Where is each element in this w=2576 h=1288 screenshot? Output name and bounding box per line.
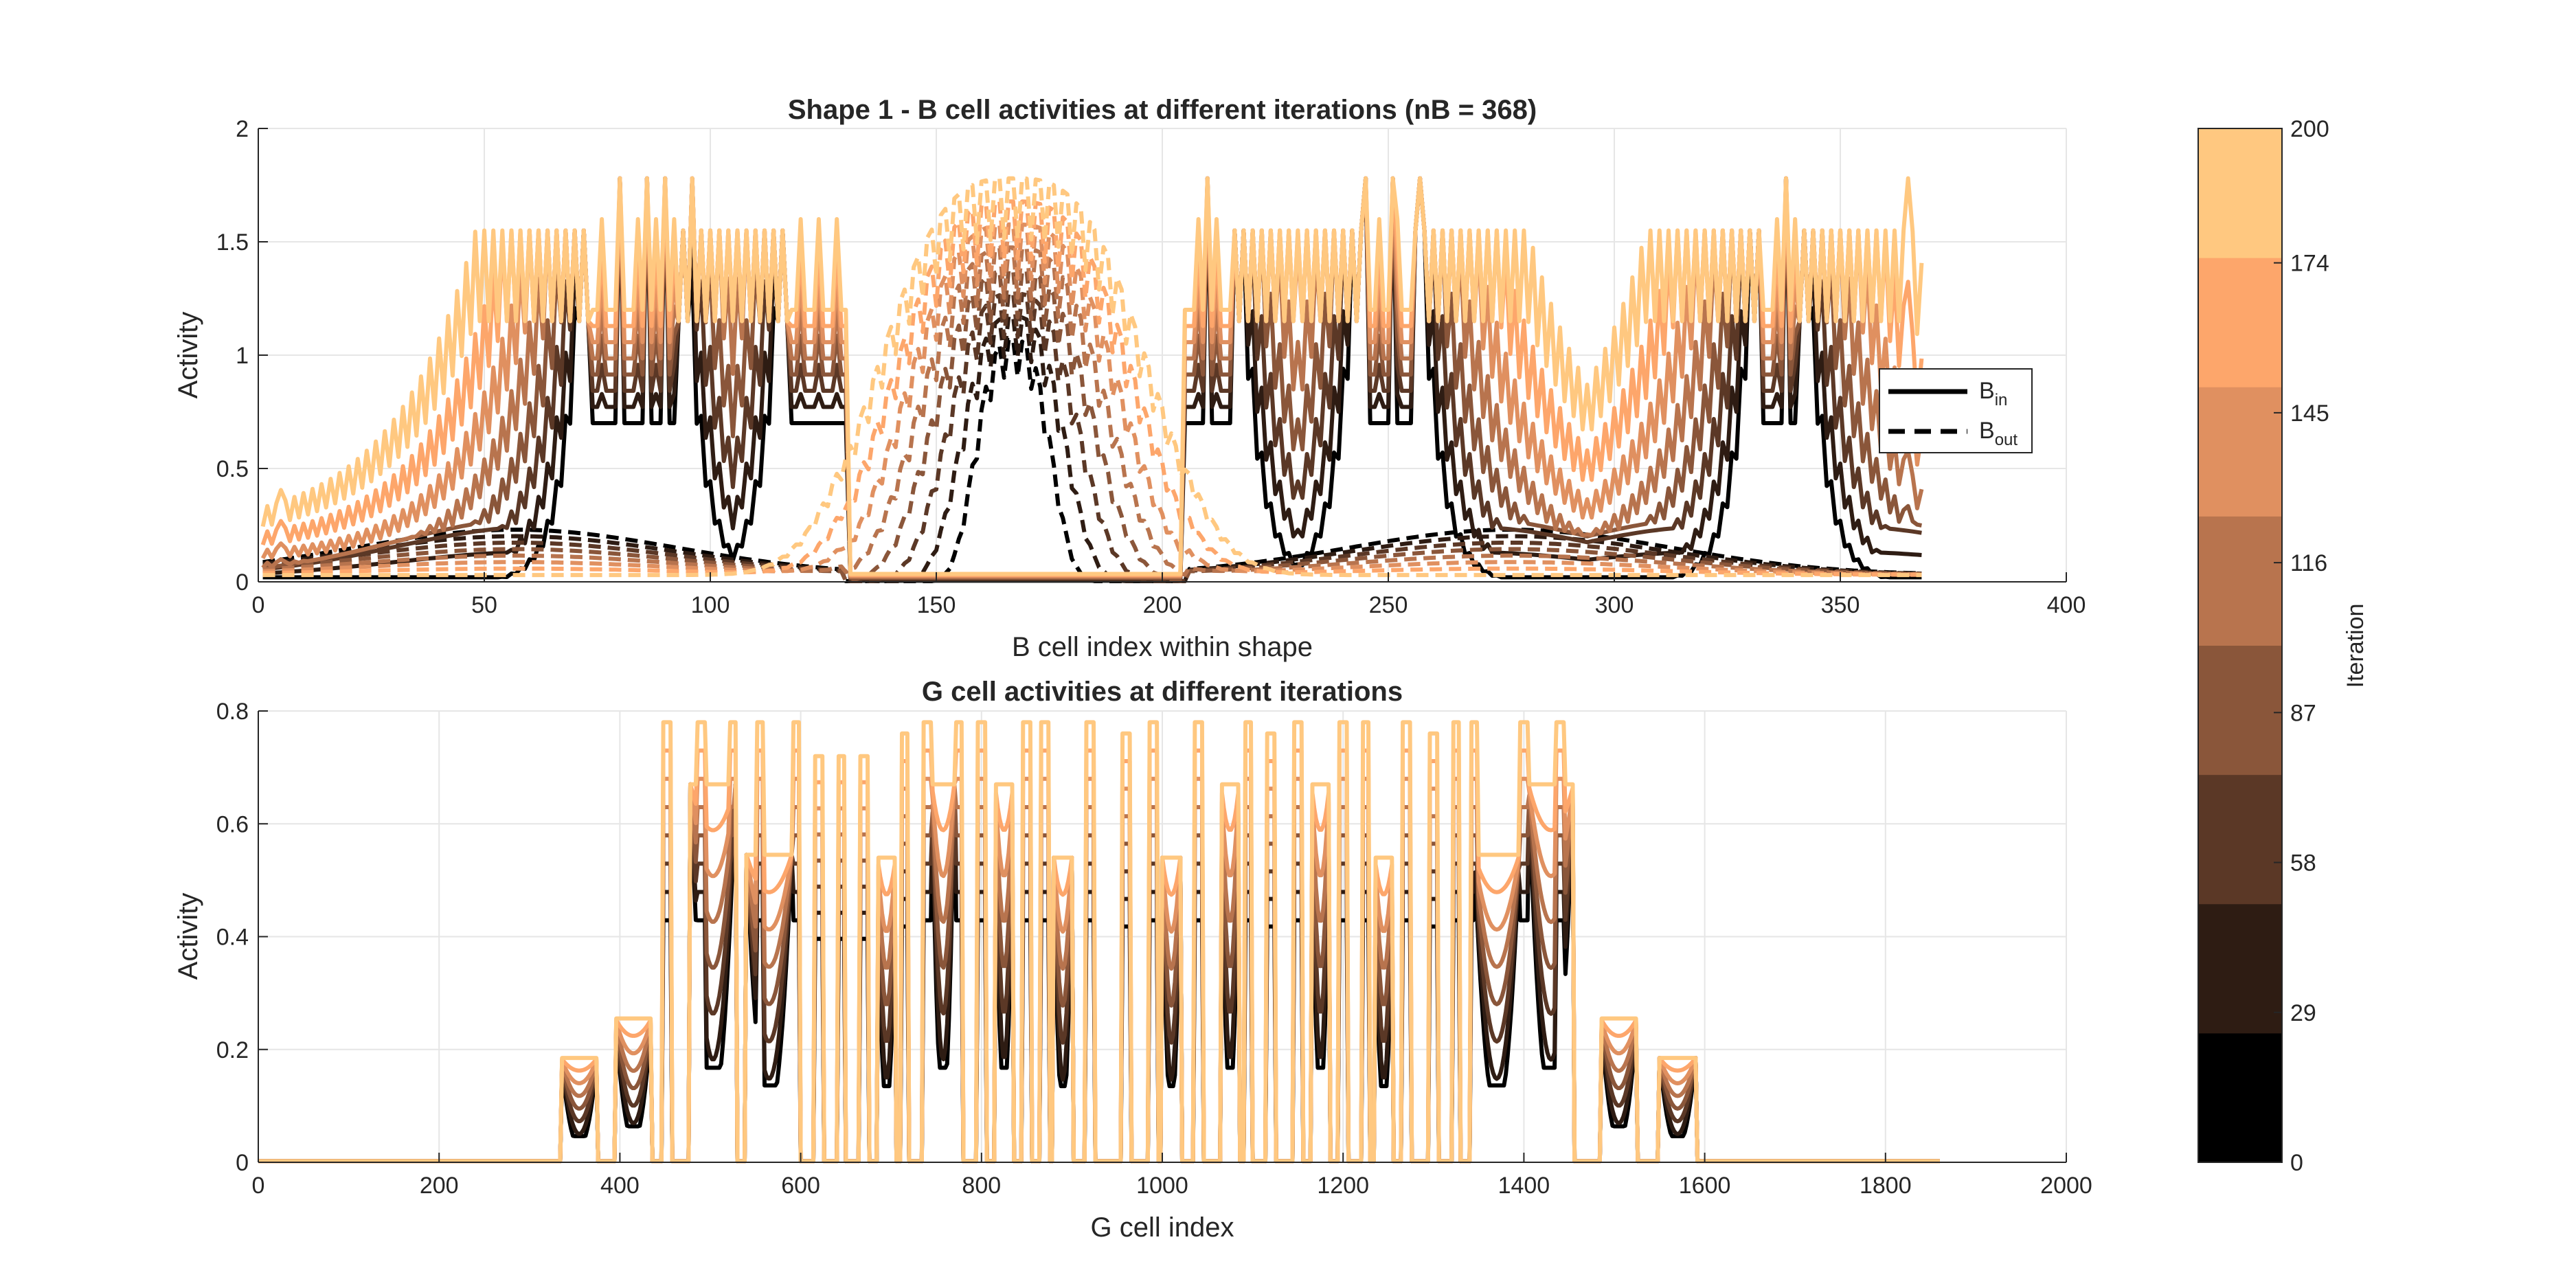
- b-out-series-iter-1: [262, 315, 1922, 583]
- colorbar-swatch-5: [2198, 387, 2282, 517]
- g-xtick-label: 0: [252, 1173, 265, 1199]
- b-xtick-label: 150: [917, 592, 956, 618]
- b-out-series-iter-7: [262, 176, 1922, 578]
- colorbar-tick-label: 58: [2290, 850, 2316, 877]
- colorbar-frame: [2197, 128, 2283, 1163]
- colorbar-tick-label: 174: [2290, 251, 2329, 277]
- b-ytick-label: 0: [236, 569, 249, 596]
- g-xtick-label: 1400: [1498, 1173, 1550, 1199]
- g-xtick-label: 1800: [1860, 1173, 1912, 1199]
- b-legend: Bin Bout: [1879, 368, 2033, 453]
- colorbar-swatch-4: [2198, 516, 2282, 646]
- g-series-group: [258, 720, 1941, 1164]
- g-xtick-label: 1200: [1317, 1173, 1369, 1199]
- g-xtick-label: 1000: [1136, 1173, 1188, 1199]
- b-xtick-label: 400: [2047, 592, 2086, 618]
- colorbar-tick-label: 0: [2290, 1150, 2303, 1176]
- b-ytick-label: 1.5: [216, 229, 249, 256]
- b-xtick-label: 50: [471, 592, 497, 618]
- b-xtick-label: 300: [1595, 592, 1634, 618]
- legend-b-out-sub: out: [1995, 431, 2018, 449]
- g-xtick-label: 2000: [2040, 1173, 2092, 1199]
- b-xtick-label: 250: [1369, 592, 1408, 618]
- legend-b-out-base: B: [1979, 418, 1995, 444]
- colorbar-tick-label: 87: [2290, 700, 2316, 726]
- b-xtick-label: 0: [252, 592, 265, 618]
- colorbar-ticks: 0 29 58 87 116 145 174 200: [2274, 116, 2329, 1176]
- colorbar-swatch-7: [2198, 128, 2282, 258]
- g-xtick-label: 800: [962, 1173, 1001, 1199]
- g-ytick-label: 0.6: [216, 811, 249, 837]
- b-chart-title: Shape 1 - B cell activities at different…: [788, 95, 1537, 125]
- b-y-axis-label: Activity: [173, 312, 203, 399]
- g-axes: 0 200 400 600 800 1000 1200 1400 1600 1800 2000 0 0.…: [216, 699, 2092, 1199]
- g-xtick-label: 200: [420, 1173, 459, 1199]
- b-out-series-iter-2: [262, 291, 1922, 583]
- colorbar-swatch-1: [2198, 903, 2282, 1034]
- b-out-series-iter-3: [262, 268, 1922, 583]
- legend-entry-b-out: Bout: [1979, 418, 2018, 449]
- g-ytick-label: 0.4: [216, 925, 249, 951]
- g-xtick-label: 400: [600, 1173, 640, 1199]
- g-ytick-label: 0.2: [216, 1037, 249, 1063]
- colorbar-tick-label: 29: [2290, 1000, 2316, 1026]
- colorbar-swatch-2: [2198, 774, 2282, 905]
- legend-b-in-sub: in: [1995, 391, 2008, 409]
- b-out-series-iter-6: [262, 199, 1922, 577]
- g-y-axis-label: Activity: [173, 893, 203, 980]
- g-x-axis-label: G cell index: [1091, 1212, 1234, 1243]
- b-ytick-label: 1: [236, 343, 249, 369]
- colorbar-swatch-6: [2198, 258, 2282, 387]
- b-axes: 0 50 100 150 200 250 300 350 400 0 0.5 1 1.5 2: [216, 116, 2086, 618]
- b-ytick-label: 2: [236, 116, 249, 142]
- b-cell-panel: 0 50 100 150 200 250 300 350 400 0 0.5 1 1.5 2 Shape …: [173, 95, 2086, 662]
- b-ytick-label: 0.5: [216, 456, 249, 482]
- colorbar-label: Iteration: [2342, 604, 2369, 688]
- b-x-axis-label: B cell index within shape: [1012, 632, 1313, 662]
- b-xtick-label: 100: [691, 592, 730, 618]
- g-xtick-label: 1600: [1679, 1173, 1731, 1199]
- colorbar: 0 29 58 87 116 145 174 200 Iteration: [2197, 116, 2369, 1176]
- g-xtick-label: 600: [781, 1173, 820, 1199]
- g-chart-title: G cell activities at different iteration…: [922, 677, 1403, 707]
- legend-entry-b-in: Bin: [1979, 378, 2007, 409]
- colorbar-tick-label: 116: [2290, 550, 2327, 576]
- g-ytick-label: 0: [236, 1150, 249, 1176]
- colorbar-swatch-3: [2198, 645, 2282, 776]
- g-cell-panel: 0 200 400 600 800 1000 1200 1400 1600 1800 2000 0 0.…: [173, 677, 2092, 1243]
- g-ytick-label: 0.8: [216, 699, 249, 725]
- b-out-series-iter-5: [262, 222, 1922, 577]
- colorbar-swatches: [2198, 128, 2282, 1163]
- b-out-series-iter-4: [262, 245, 1922, 577]
- colorbar-tick-label: 200: [2290, 116, 2329, 142]
- colorbar-swatch-0: [2198, 1032, 2282, 1163]
- legend-b-in-base: B: [1979, 378, 1995, 404]
- colorbar-tick-label: 145: [2290, 400, 2329, 427]
- b-xtick-label: 200: [1143, 592, 1182, 618]
- b-in-series-iter-7: [260, 176, 1924, 576]
- g-series-iter-7: [258, 720, 1941, 1164]
- legend-box: [1879, 368, 2033, 453]
- b-xtick-label: 350: [1821, 592, 1860, 618]
- b-series-group: [260, 176, 1924, 583]
